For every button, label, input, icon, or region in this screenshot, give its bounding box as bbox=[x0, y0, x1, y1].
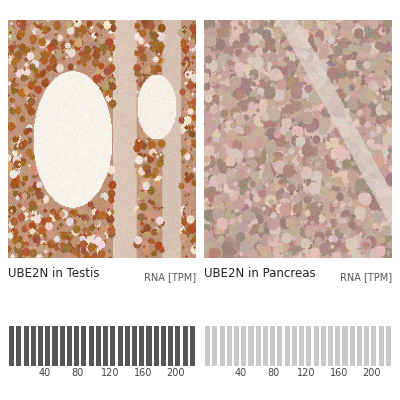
Bar bbox=[350, 326, 355, 366]
Bar bbox=[31, 326, 36, 366]
Bar bbox=[220, 326, 225, 366]
Bar bbox=[60, 326, 65, 366]
Text: RNA [TPM]: RNA [TPM] bbox=[340, 272, 392, 282]
Bar bbox=[314, 326, 319, 366]
Bar bbox=[285, 326, 290, 366]
Bar bbox=[342, 326, 348, 366]
Bar bbox=[24, 326, 29, 366]
Bar bbox=[183, 326, 188, 366]
Bar bbox=[168, 326, 173, 366]
Bar bbox=[379, 326, 384, 366]
Bar bbox=[371, 326, 376, 366]
Bar bbox=[38, 326, 43, 366]
Bar bbox=[227, 326, 232, 366]
Bar bbox=[16, 326, 21, 366]
Bar bbox=[139, 326, 144, 366]
Bar bbox=[103, 326, 108, 366]
Bar bbox=[146, 326, 152, 366]
Bar bbox=[132, 326, 137, 366]
Bar bbox=[321, 326, 326, 366]
Bar bbox=[190, 326, 195, 366]
Bar bbox=[270, 326, 275, 366]
Bar bbox=[364, 326, 369, 366]
Bar bbox=[263, 326, 268, 366]
Bar bbox=[335, 326, 340, 366]
Bar bbox=[248, 326, 254, 366]
Bar bbox=[125, 326, 130, 366]
Bar bbox=[175, 326, 180, 366]
Bar bbox=[357, 326, 362, 366]
Bar bbox=[328, 326, 333, 366]
Bar bbox=[81, 326, 86, 366]
Bar bbox=[67, 326, 72, 366]
Text: RNA [TPM]: RNA [TPM] bbox=[144, 272, 196, 282]
Bar bbox=[110, 326, 115, 366]
Bar bbox=[161, 326, 166, 366]
Bar bbox=[45, 326, 50, 366]
Bar bbox=[256, 326, 261, 366]
Bar bbox=[234, 326, 239, 366]
Text: UBE2N in Testis: UBE2N in Testis bbox=[8, 266, 100, 280]
Bar bbox=[386, 326, 391, 366]
Bar bbox=[212, 326, 217, 366]
Bar bbox=[74, 326, 79, 366]
Bar bbox=[52, 326, 58, 366]
Text: UBE2N in Pancreas: UBE2N in Pancreas bbox=[204, 266, 316, 280]
Bar bbox=[299, 326, 304, 366]
Bar bbox=[292, 326, 297, 366]
Bar bbox=[118, 326, 123, 366]
Bar bbox=[154, 326, 159, 366]
Bar bbox=[96, 326, 101, 366]
Bar bbox=[241, 326, 246, 366]
Bar bbox=[306, 326, 311, 366]
Bar bbox=[205, 326, 210, 366]
Bar bbox=[277, 326, 282, 366]
Bar bbox=[89, 326, 94, 366]
Bar bbox=[9, 326, 14, 366]
